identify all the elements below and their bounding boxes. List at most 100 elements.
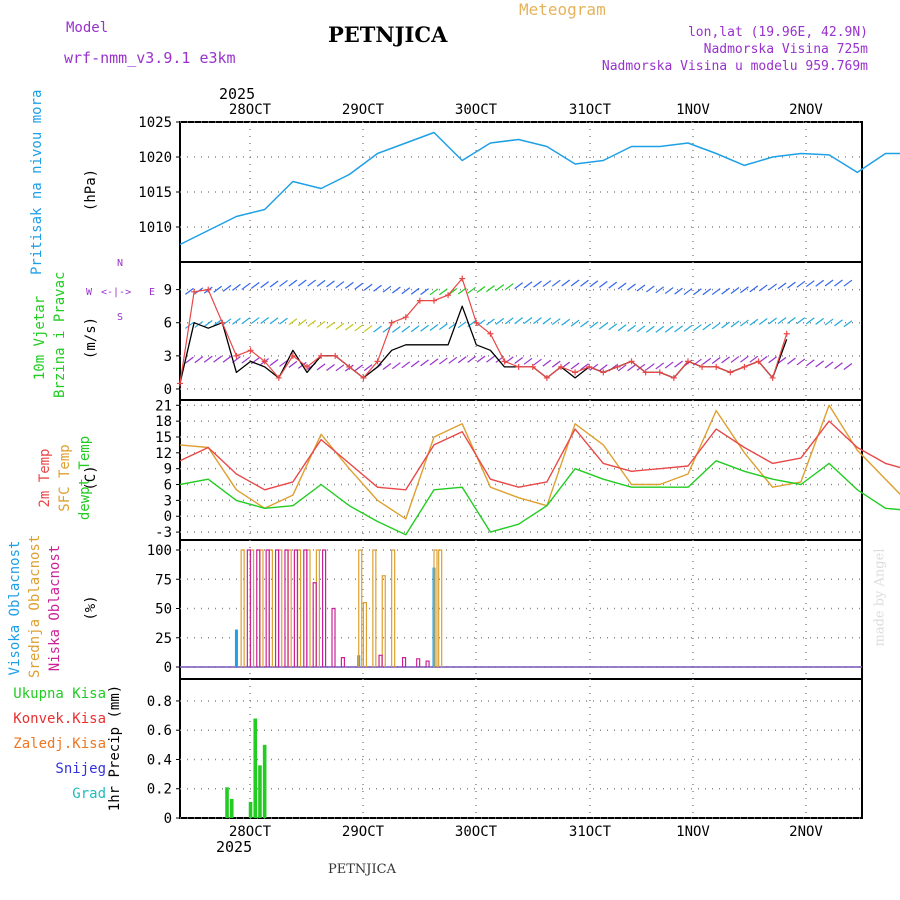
wind-barb — [636, 325, 646, 333]
low-cloud-bar — [246, 549, 251, 667]
wind-barb — [702, 288, 712, 296]
low-cloud-bar — [303, 549, 308, 667]
wind-barb — [711, 288, 721, 296]
wind-barb — [627, 283, 636, 291]
mid-cloud-bar — [372, 549, 377, 667]
wind-barb — [269, 280, 279, 288]
compass-n: N — [117, 258, 124, 269]
wind-gust-marker — [769, 374, 776, 381]
wind-barb — [241, 282, 251, 290]
wind-barb — [213, 285, 222, 293]
wind-gust-marker — [727, 369, 734, 376]
sfc-temp-line — [179, 404, 900, 520]
y-tick-label: 18 — [155, 414, 172, 430]
wind-gust-marker — [346, 363, 353, 370]
wind-barb — [194, 356, 204, 364]
wind-barb — [824, 361, 834, 369]
wind-barb — [429, 358, 439, 366]
precip-bar — [225, 787, 229, 818]
wind-barb — [420, 324, 429, 332]
wind-barb — [730, 320, 740, 328]
wind-barb — [805, 280, 815, 288]
wind-barb — [373, 325, 382, 333]
wind-barb — [843, 320, 853, 328]
wind-barb — [645, 363, 655, 371]
wind-barb — [514, 317, 524, 325]
wind-barb — [523, 281, 533, 289]
y-tick-label: 0.4 — [147, 752, 172, 768]
wind-barb — [297, 319, 307, 326]
panel-frame-1 — [179, 261, 863, 401]
wind-barb — [326, 363, 335, 371]
wind-barb — [533, 280, 542, 288]
wind-gust-marker — [713, 363, 720, 370]
wind-barb — [627, 324, 636, 332]
wind-barb — [260, 317, 270, 325]
wind-barb — [711, 357, 721, 364]
wind-barb — [645, 285, 655, 293]
precip-legend-total: Ukupna Kisa — [13, 686, 106, 702]
wind-barb — [467, 286, 476, 294]
wind-gust-marker — [586, 363, 593, 370]
wind-gust-marker — [755, 358, 762, 365]
wind-barb — [514, 282, 524, 290]
wind-barb — [824, 318, 834, 326]
precip-bar — [248, 801, 253, 818]
low-cloud-bar — [274, 549, 280, 667]
mid-cloud-bar — [362, 602, 368, 667]
wind-gust-marker — [670, 374, 677, 381]
wind-barb — [410, 360, 420, 368]
wind-gust-marker — [388, 319, 395, 326]
wind-barb — [363, 364, 373, 372]
wind-barb — [674, 360, 683, 368]
day-label-bottom: 29OCT — [342, 824, 385, 840]
elevation-model: Nadmorska Visina u modelu 959.769m — [601, 59, 868, 74]
wind-barb — [222, 355, 232, 363]
elevation: Nadmorska Visina 725m — [703, 42, 868, 57]
wind-gust-marker — [219, 319, 226, 326]
wind-barb — [768, 283, 777, 291]
y-tick-label: 3 — [164, 349, 172, 365]
y-tick-label: 25 — [155, 631, 172, 647]
precip-legend-grad: Grad — [72, 786, 106, 802]
wind-gust-marker — [402, 314, 409, 321]
mid-cloud-bar — [278, 549, 283, 667]
wind-barb — [598, 322, 608, 330]
wind-gust-marker — [614, 363, 621, 370]
wind-barb — [354, 282, 364, 290]
wind-barb — [655, 286, 665, 294]
wind-barb — [645, 325, 655, 333]
wind-barb — [316, 363, 326, 371]
mid-cloud-bar — [433, 549, 438, 667]
wind-barb — [439, 323, 448, 331]
wind-barb — [260, 281, 270, 289]
wind-barb — [533, 358, 542, 366]
wind-barb — [787, 317, 796, 324]
pressure-line — [179, 131, 900, 246]
wind-barb — [730, 355, 740, 363]
wind-barb — [721, 321, 730, 329]
model-label: Model — [66, 20, 109, 36]
wind-speed-line — [179, 305, 788, 384]
day-label-bottom: 2NOV — [789, 824, 823, 840]
wind-barb — [664, 325, 674, 333]
day-label-top: 29OCT — [342, 102, 385, 118]
wind-barb — [232, 283, 241, 291]
wind-barb — [335, 281, 345, 289]
wind-gust-marker — [430, 297, 437, 304]
wind-barb — [777, 282, 787, 290]
wind-barb — [617, 364, 627, 372]
low-cloud-bar — [401, 657, 407, 667]
wind-barb — [439, 357, 448, 365]
wind-barb — [843, 279, 853, 287]
wind-barb — [636, 284, 646, 292]
day-label-bottom: 28OCT — [229, 824, 272, 840]
wind-barb — [702, 357, 712, 365]
wind-barb — [749, 285, 759, 293]
wind-barb — [777, 356, 787, 364]
wind-barb — [354, 324, 364, 332]
day-label-top: 28OCT — [229, 102, 272, 118]
wind-barb — [401, 287, 411, 295]
high-cloud-bar — [234, 629, 238, 667]
wind-barb — [702, 323, 712, 331]
